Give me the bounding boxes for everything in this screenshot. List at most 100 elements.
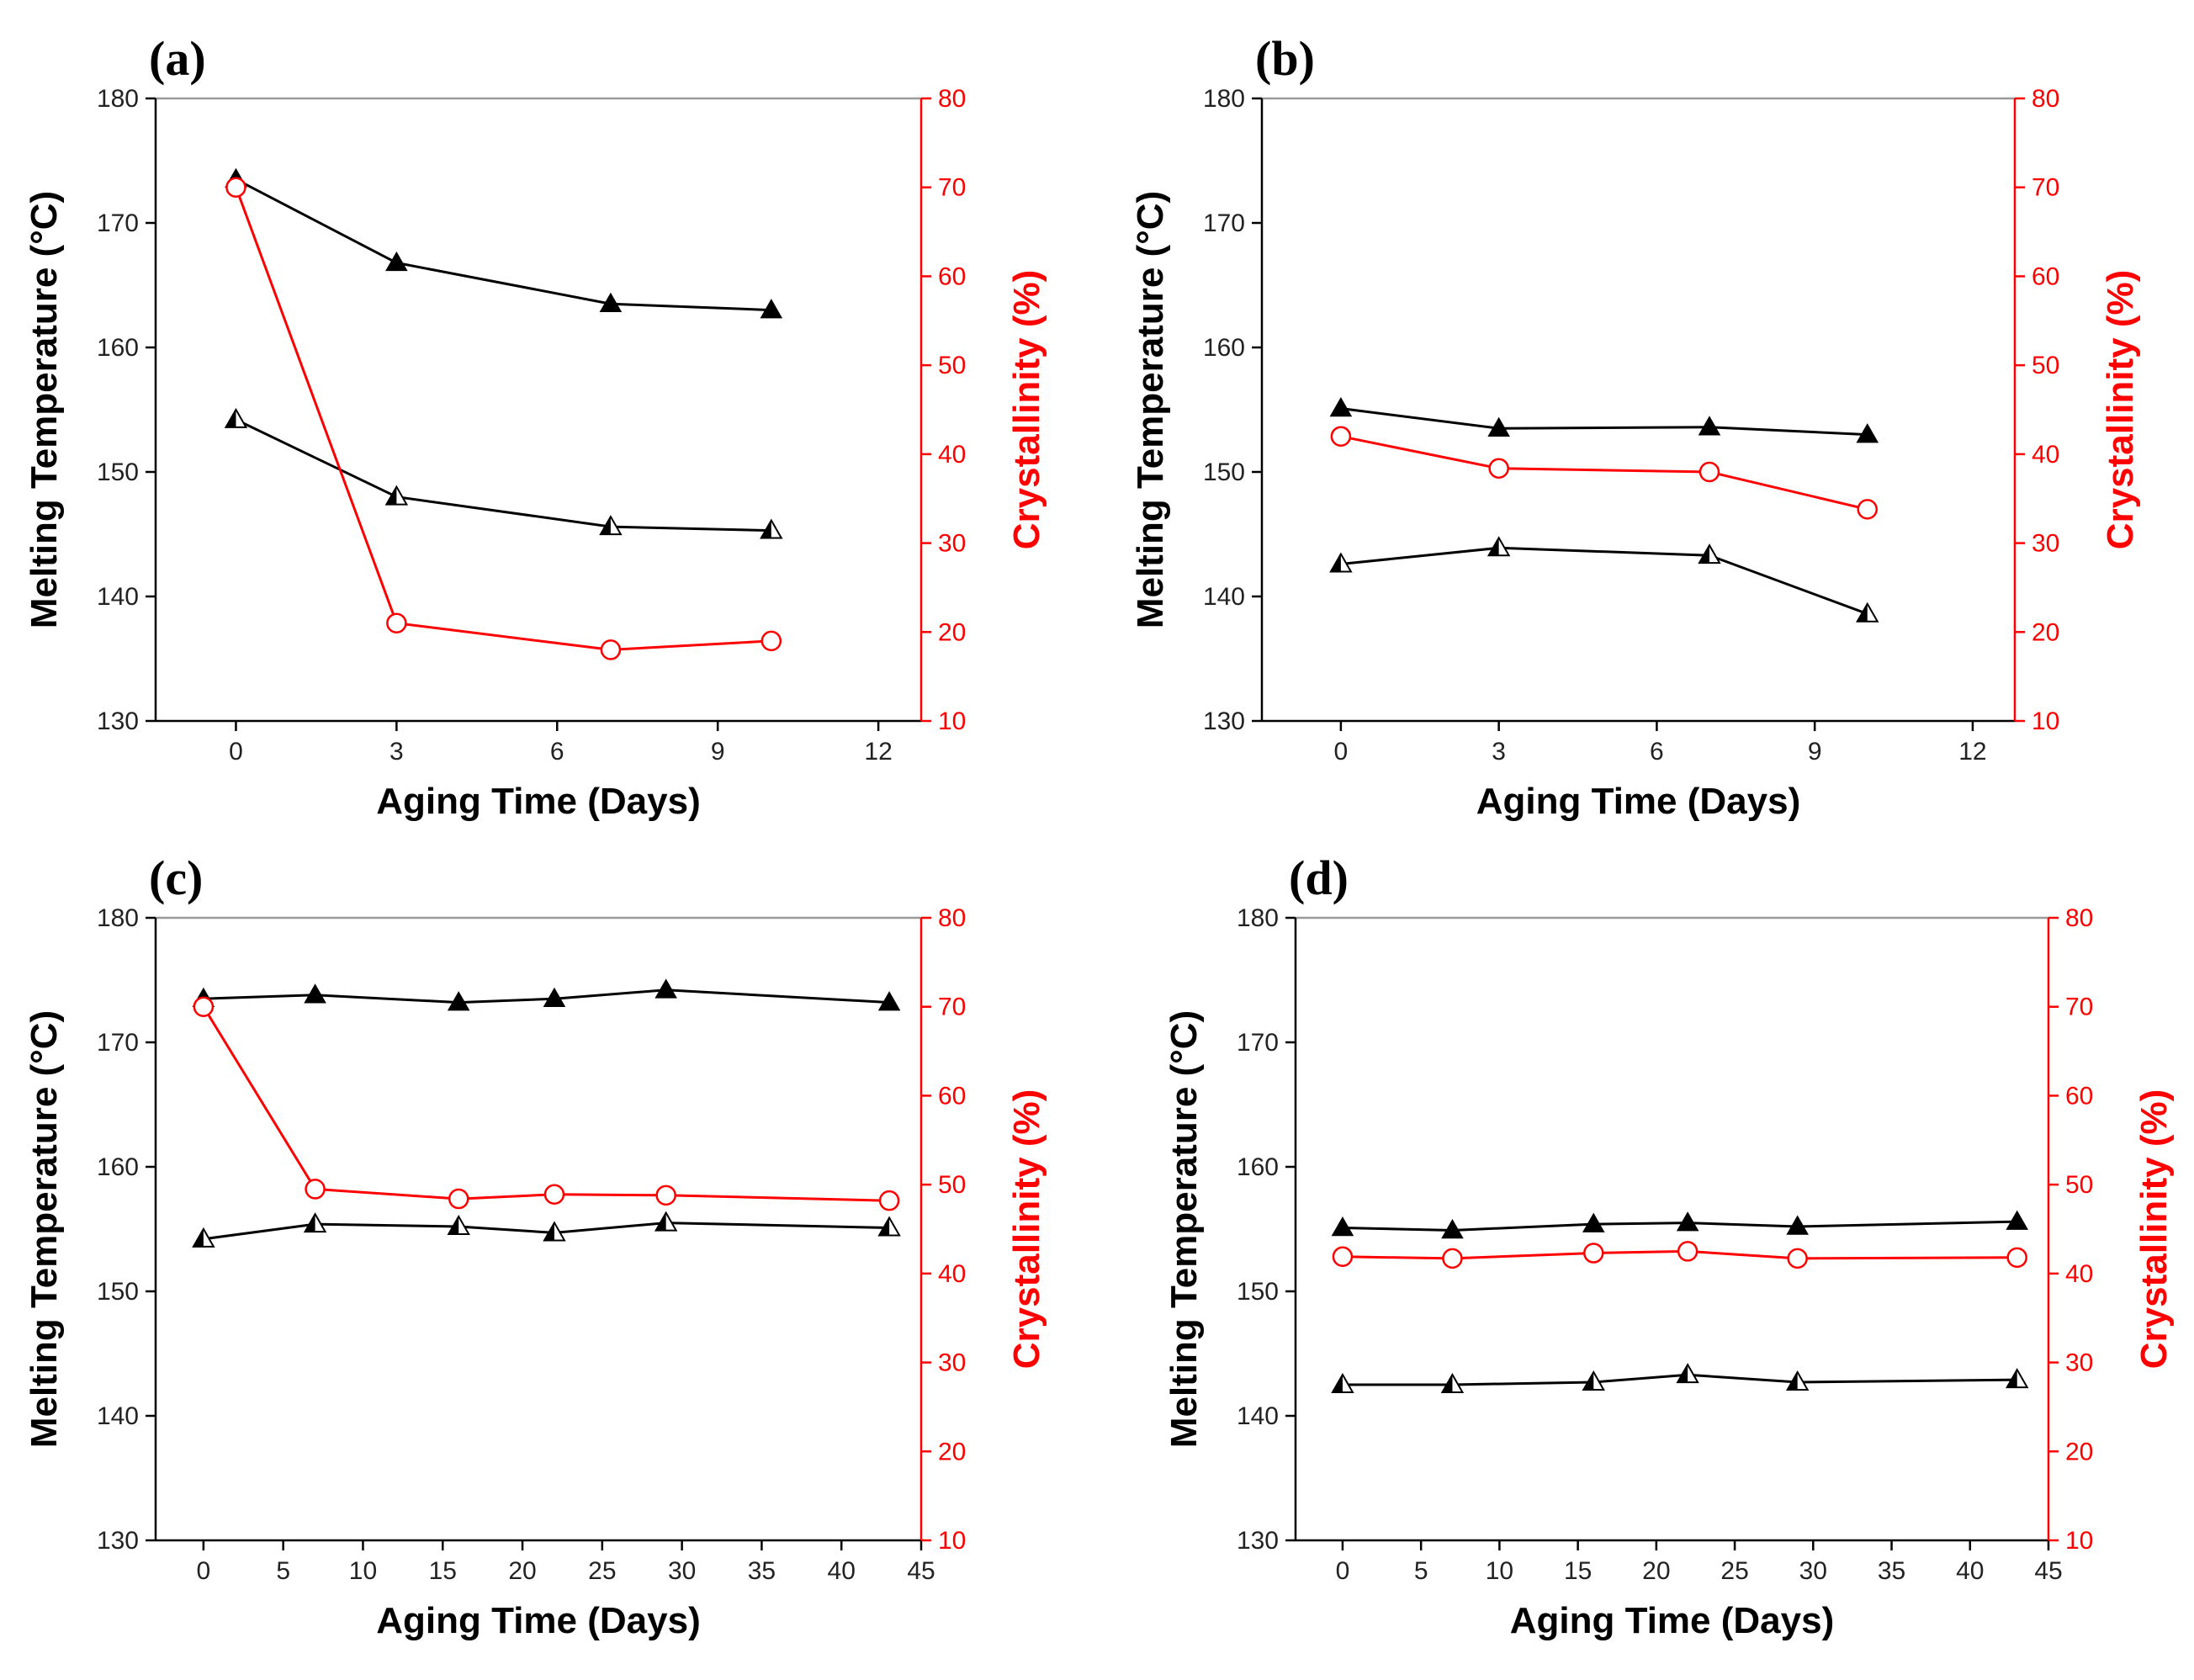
series-line-tm2 (1340, 546, 1868, 616)
y2-axis-title: Crystallinity (%) (2100, 270, 2141, 550)
data-point-crystallinity (1488, 458, 1509, 480)
series-line-tm2 (235, 418, 771, 533)
x-tick-label: 20 (508, 1557, 536, 1585)
data-point-tm2 (224, 407, 248, 428)
y2-tick-label: 10 (938, 708, 966, 735)
y2-tick-label: 20 (2065, 1438, 2093, 1465)
x-axis-title: Aging Time (Days) (376, 1600, 700, 1641)
y2-tick-label: 20 (938, 1438, 966, 1465)
series-line-crystallinity (1340, 435, 1868, 511)
panel-a: 0 3 6 9 12 130 140 150 160 170 180 10 20 30 40 50 60 70 80… (24, 31, 1047, 822)
series-line-tm1 (235, 178, 771, 312)
data-point-tm2 (1698, 543, 1721, 564)
x-axis-title: Aging Time (Days) (1510, 1600, 1834, 1641)
x-tick-label: 5 (1414, 1557, 1428, 1585)
marker-half-fill (1332, 1375, 1343, 1392)
x-tick-label: 45 (2034, 1557, 2062, 1585)
data-point-crystallinity (1330, 426, 1352, 447)
y2-tick-label: 30 (2032, 530, 2059, 558)
data-point-crystallinity (225, 177, 246, 198)
y-tick-label: 150 (1237, 1278, 1279, 1306)
x-tick-label: 9 (1808, 738, 1822, 766)
data-point-tm1 (385, 251, 408, 272)
y2-tick-label: 10 (938, 1527, 966, 1555)
y2-tick-label: 70 (2032, 174, 2059, 202)
data-point-tm2 (1487, 536, 1511, 557)
data-point-tm2 (2005, 1368, 2029, 1389)
marker-half-fill (879, 1217, 890, 1236)
y2-tick-label: 40 (2065, 1260, 2093, 1288)
data-point-tm1 (877, 991, 901, 1011)
x-tick-label: 25 (588, 1557, 616, 1585)
marker-half-fill (305, 1214, 315, 1232)
marker-half-fill (655, 1212, 666, 1231)
x-tick-label: 35 (1878, 1557, 1905, 1585)
marker-half-fill (2006, 1370, 2017, 1388)
y-tick-label: 180 (1237, 904, 1279, 932)
data-point-crystallinity (1583, 1243, 1604, 1264)
x-tick-label: 6 (1650, 738, 1664, 766)
marker-half-fill (1330, 554, 1341, 572)
data-point-tm2 (192, 1227, 215, 1248)
y2-axis-title: Crystallinity (%) (2133, 1089, 2175, 1370)
y2-axis-title: Crystallinity (%) (1006, 1089, 1047, 1370)
x-tick-label: 0 (1336, 1557, 1350, 1585)
marker-half-fill (760, 520, 771, 538)
x-tick-label: 5 (276, 1557, 290, 1585)
y2-tick-label: 70 (938, 994, 966, 1021)
series-line-crystallinity (235, 187, 771, 651)
y-tick-label: 170 (1237, 1029, 1279, 1057)
y2-tick-label: 50 (938, 352, 966, 379)
x-tick-label: 35 (748, 1557, 776, 1585)
data-point-crystallinity (600, 639, 622, 660)
x-tick-label: 25 (1720, 1557, 1748, 1585)
x-tick-label: 30 (668, 1557, 696, 1585)
data-point-crystallinity (2006, 1247, 2027, 1269)
y-tick-label: 150 (97, 458, 139, 486)
data-point-tm2 (1329, 552, 1353, 573)
y-tick-label: 130 (97, 1527, 139, 1555)
y2-tick-label: 70 (2065, 994, 2093, 1021)
y2-tick-label: 60 (938, 262, 966, 290)
data-point-crystallinity (655, 1184, 676, 1206)
x-tick-label: 15 (429, 1557, 457, 1585)
panel-c: 0 5 10 15 20 25 30 35 40 45 130 140 150 160 170 180 10 20… (24, 851, 1047, 1641)
data-point-tm1 (1582, 1212, 1605, 1232)
data-point-crystallinity (1677, 1241, 1698, 1262)
x-tick-label: 0 (229, 738, 243, 766)
marker-half-fill (1583, 1372, 1594, 1391)
y-tick-label: 180 (1203, 85, 1245, 113)
x-tick-label: 12 (1958, 738, 1986, 766)
y-axis-title: Melting Temperature (°C) (24, 1010, 65, 1448)
marker-half-fill (1677, 1365, 1688, 1383)
data-point-tm2 (303, 1212, 327, 1233)
y2-tick-label: 80 (938, 85, 966, 113)
marker-half-fill (1787, 1372, 1798, 1391)
y-axis-title: Melting Temperature (°C) (24, 191, 65, 628)
data-point-tm2 (1785, 1370, 1810, 1391)
x-tick-label: 15 (1564, 1557, 1592, 1585)
data-point-tm1 (1329, 397, 1353, 417)
data-point-tm1 (543, 987, 566, 1007)
data-point-tm1 (1441, 1218, 1464, 1239)
data-point-tm2 (599, 515, 623, 536)
x-tick-label: 0 (197, 1557, 211, 1585)
data-point-crystallinity (543, 1184, 565, 1206)
x-tick-label: 40 (1956, 1557, 1984, 1585)
y-axis-title: Melting Temperature (°C) (1130, 191, 1171, 628)
data-point-tm2 (384, 485, 409, 506)
data-point-crystallinity (305, 1179, 326, 1200)
data-point-tm2 (654, 1211, 678, 1232)
y2-axis-title: Crystallinity (%) (1006, 270, 1047, 550)
data-point-tm2 (1856, 602, 1879, 623)
x-axis-title: Aging Time (Days) (376, 781, 700, 822)
y-tick-label: 160 (97, 334, 139, 362)
x-tick-label: 45 (907, 1557, 935, 1585)
data-point-tm1 (599, 292, 623, 312)
series-line-tm1 (1342, 1220, 2017, 1232)
data-point-crystallinity (1698, 461, 1720, 483)
y2-tick-label: 10 (2032, 708, 2059, 735)
y-tick-label: 140 (97, 583, 139, 611)
y-tick-label: 130 (1237, 1527, 1279, 1555)
